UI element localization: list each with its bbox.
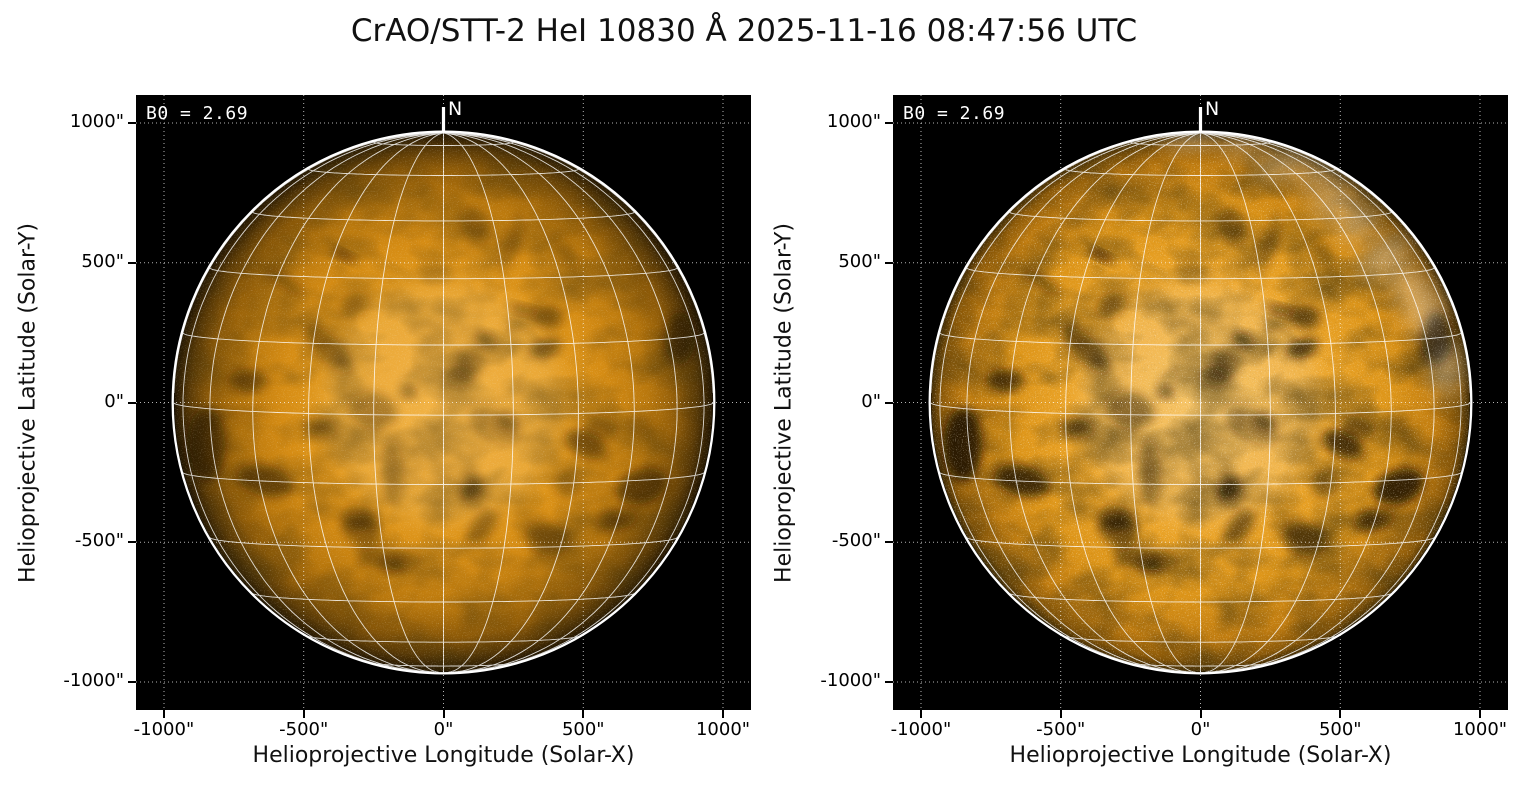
figure-title: CrAO/STT-2 HeI 10830 Å 2025-11-16 08:47:… [350,13,1138,49]
y-tick-mark [128,541,136,544]
x-tick-label: 0" [1190,719,1211,740]
y-tick-mark [128,261,136,264]
y-tick-mark [128,401,136,404]
b0-annotation-right: B0 = 2.69 [903,103,1006,124]
x-tick-label: -500" [1036,719,1086,740]
y-tick-label: 1000" [69,110,124,132]
y-tick-mark [885,541,893,544]
x-tick-mark [442,710,445,718]
x-tick-label: 500" [561,719,605,740]
x-tick-mark [1339,710,1342,718]
x-tick-mark [582,710,585,718]
x-tick-label: 1000" [695,719,751,740]
x-axis-label-right-panel: Helioprojective Longitude (Solar-X) [1009,743,1392,768]
y-tick-mark [128,121,136,124]
solar-disk-image-right [893,95,1508,710]
north-compass-label-right: N [1205,98,1220,120]
y-tick-label: -500" [831,530,881,552]
y-tick-mark [885,121,893,124]
x-tick-label: 1000" [1452,719,1508,740]
y-tick-label: 500" [81,250,124,272]
y-tick-mark [128,681,136,684]
x-tick-mark [302,710,305,718]
y-tick-label: -1000" [63,670,124,692]
y-tick-label: 0" [104,390,124,412]
x-tick-label: -1000" [133,719,195,740]
y-tick-label: -500" [74,530,124,552]
x-tick-mark [1059,710,1062,718]
y-tick-mark [885,681,893,684]
y-tick-label: 0" [861,390,881,412]
north-compass-label-left: N [448,98,463,120]
x-tick-mark [1479,710,1482,718]
x-tick-label: 500" [1318,719,1362,740]
x-tick-label: -1000" [890,719,952,740]
x-tick-mark [1199,710,1202,718]
left-plot-area: B0 = 2.69 N [136,95,751,710]
solar-disk-image-left [136,95,751,710]
y-tick-label: 500" [838,250,881,272]
y-tick-label: -1000" [820,670,881,692]
x-tick-label: 0" [433,719,454,740]
x-tick-mark [919,710,922,718]
y-tick-mark [885,261,893,264]
x-tick-mark [722,710,725,718]
right-plot-area: B0 = 2.69 N [893,95,1508,710]
y-tick-mark [885,401,893,404]
y-tick-label: 1000" [826,110,881,132]
b0-annotation-left: B0 = 2.69 [146,103,249,124]
x-tick-mark [162,710,165,718]
x-tick-label: -500" [279,719,329,740]
x-axis-label-left-panel: Helioprojective Longitude (Solar-X) [252,743,635,768]
